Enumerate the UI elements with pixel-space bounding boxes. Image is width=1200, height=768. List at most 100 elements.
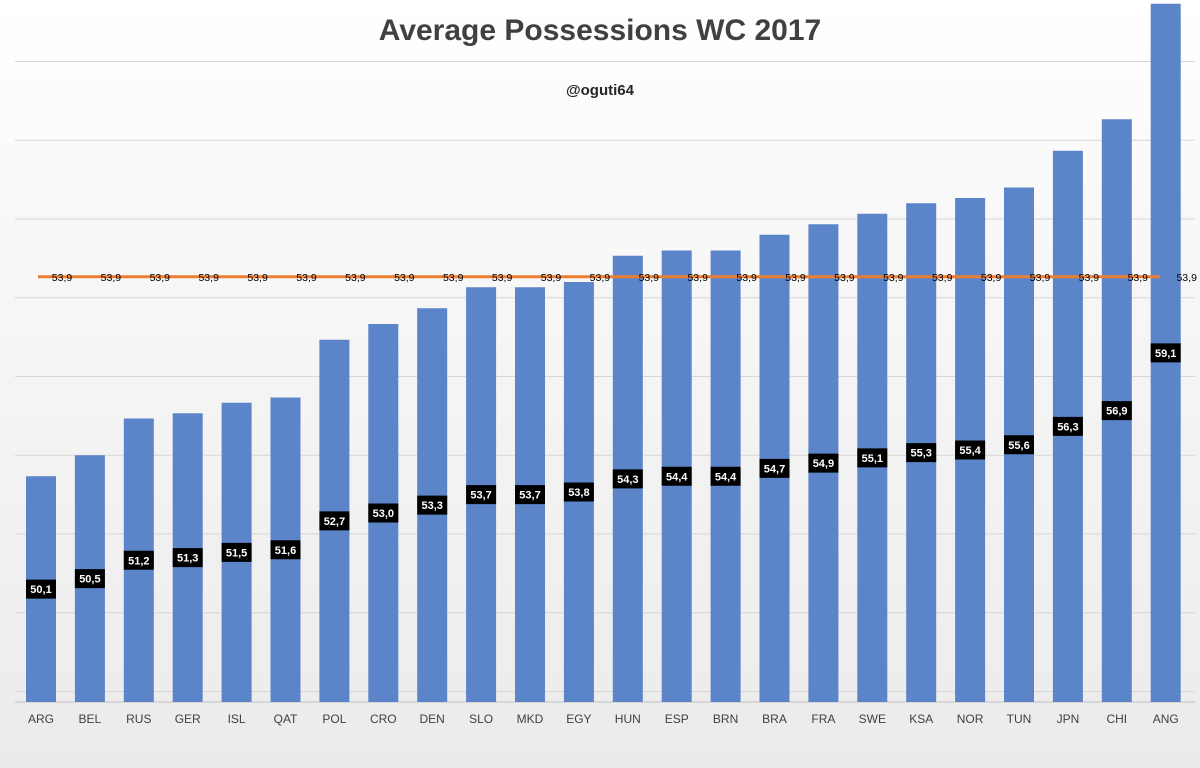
- x-tick-label: BRA: [762, 712, 787, 726]
- average-label: 53,9: [932, 272, 953, 284]
- average-label: 53,9: [541, 272, 562, 284]
- value-label-box: [808, 453, 839, 473]
- x-tick-label: ARG: [28, 712, 54, 726]
- x-tick-label: POL: [322, 712, 346, 726]
- x-tick-label: ANG: [1153, 712, 1179, 726]
- value-label: 54,3: [617, 474, 638, 486]
- value-label: 54,4: [666, 471, 688, 483]
- value-label: 53,7: [519, 490, 540, 502]
- average-label: 53,9: [1128, 272, 1149, 284]
- value-label-box: [1004, 435, 1034, 455]
- value-label: 50,5: [79, 574, 100, 586]
- value-label: 54,4: [715, 471, 737, 483]
- value-label-box: [612, 469, 643, 489]
- average-label: 53,9: [443, 272, 464, 284]
- x-tick-label: SLO: [469, 712, 493, 726]
- value-label-box: [1052, 416, 1083, 436]
- x-tick-label: KSA: [909, 712, 933, 726]
- value-label-box: [270, 540, 301, 560]
- x-tick-label: GER: [175, 712, 201, 726]
- x-tick-label: BRN: [713, 712, 738, 726]
- value-label-box: [417, 495, 448, 515]
- average-label: 53,9: [981, 272, 1002, 284]
- value-label: 56,9: [1106, 406, 1127, 418]
- average-label: 53,9: [785, 272, 806, 284]
- x-tick-label: CHI: [1106, 712, 1127, 726]
- value-label: 54,9: [813, 458, 834, 470]
- average-label: 53,9: [1030, 272, 1051, 284]
- value-label: 51,6: [275, 545, 296, 557]
- value-label-box: [172, 548, 203, 568]
- chart-title: Average Possessions WC 2017: [378, 14, 822, 47]
- value-label: 56,3: [1057, 421, 1078, 433]
- average-label: 53,9: [345, 272, 366, 284]
- x-tick-label: JPN: [1057, 712, 1080, 726]
- average-label: 53,9: [394, 272, 415, 284]
- average-label: 53,9: [150, 272, 171, 284]
- average-label: 53,9: [1079, 272, 1100, 284]
- average-label: 53,9: [247, 272, 268, 284]
- value-label: 54,7: [764, 463, 785, 475]
- value-label-box: [319, 511, 350, 531]
- value-label: 53,0: [373, 508, 394, 520]
- value-label-box: [710, 466, 741, 486]
- average-label: 53,9: [1176, 272, 1197, 284]
- value-label: 53,8: [568, 487, 589, 499]
- value-label-box: [368, 503, 399, 523]
- value-label-box: [74, 569, 105, 589]
- value-label: 55,4: [959, 445, 981, 457]
- value-label-box: [515, 485, 545, 505]
- value-label-box: [759, 458, 790, 478]
- value-label: 55,3: [910, 448, 931, 460]
- value-label: 59,1: [1155, 348, 1176, 360]
- x-tick-label: NOR: [957, 712, 984, 726]
- average-label: 53,9: [492, 272, 513, 284]
- average-label: 53,9: [883, 272, 904, 284]
- x-tick-label: EGY: [566, 712, 591, 726]
- value-label: 53,7: [470, 490, 491, 502]
- value-label: 51,3: [177, 553, 198, 565]
- value-label-box: [1101, 401, 1132, 421]
- value-label-box: [221, 542, 252, 562]
- average-label: 53,9: [590, 272, 611, 284]
- value-label-box: [857, 448, 888, 468]
- value-label: 50,1: [30, 584, 51, 596]
- average-label: 53,9: [736, 272, 757, 284]
- value-label: 51,2: [128, 555, 149, 567]
- x-tick-label: HUN: [615, 712, 641, 726]
- value-label-box: [1150, 343, 1181, 363]
- x-tick-label: TUN: [1007, 712, 1032, 726]
- x-tick-label: SWE: [859, 712, 886, 726]
- x-tick-label: FRA: [811, 712, 835, 726]
- x-tick-label: BEL: [79, 712, 102, 726]
- value-label-box: [26, 579, 56, 599]
- value-label: 55,6: [1008, 440, 1029, 452]
- value-label-box: [466, 485, 497, 505]
- chart-subtitle: @oguti64: [566, 82, 634, 99]
- average-label: 53,9: [52, 272, 73, 284]
- average-label: 53,9: [639, 272, 660, 284]
- x-tick-label: ISL: [228, 712, 246, 726]
- x-tick-label: QAT: [274, 712, 298, 726]
- x-tick-label: MKD: [517, 712, 544, 726]
- x-tick-label: ESP: [665, 712, 689, 726]
- value-label-box: [123, 550, 154, 570]
- x-tick-label: DEN: [420, 712, 445, 726]
- value-label: 53,3: [421, 500, 442, 512]
- value-label-box: [661, 466, 692, 486]
- value-label: 52,7: [324, 516, 345, 528]
- value-label-box: [955, 440, 986, 460]
- value-label-box: [906, 443, 937, 463]
- average-label: 53,9: [198, 272, 219, 284]
- value-label: 55,1: [862, 453, 883, 465]
- x-tick-label: CRO: [370, 712, 397, 726]
- x-tick-label: RUS: [126, 712, 151, 726]
- value-label-box: [563, 482, 594, 502]
- value-label: 51,5: [226, 547, 247, 559]
- average-label: 53,9: [296, 272, 317, 284]
- average-label: 53,9: [687, 272, 708, 284]
- average-label: 53,9: [834, 272, 855, 284]
- average-label: 53,9: [101, 272, 122, 284]
